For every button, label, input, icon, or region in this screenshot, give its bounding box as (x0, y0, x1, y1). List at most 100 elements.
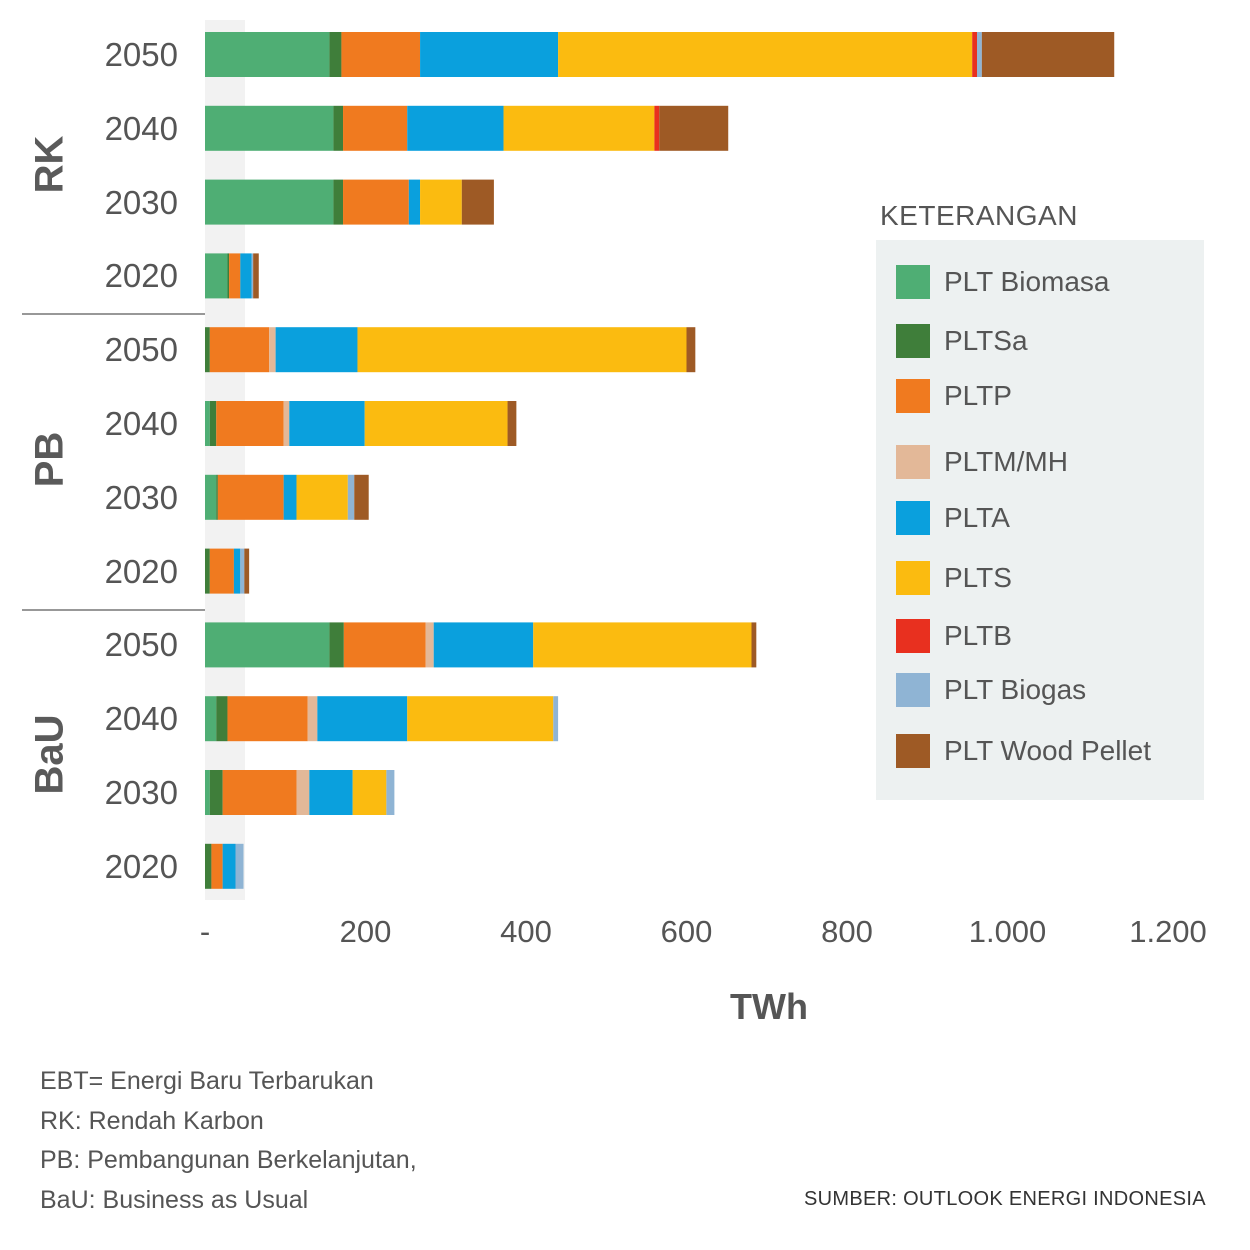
legend-swatch (896, 561, 930, 595)
year-label-bau-2050: 2050 (104, 626, 178, 664)
bar-segment-bau-2050-plt-wood-pellet (751, 622, 757, 668)
bar-segment-pb-2020-plt-biogas (240, 548, 245, 594)
legend-label: PLTB (944, 620, 1012, 651)
bar-segment-pb-2030-plts (296, 474, 348, 520)
legend-label: PLT Wood Pellet (944, 735, 1152, 766)
legend-swatch (896, 379, 930, 413)
bar-segment-rk-2050-pltb (972, 32, 978, 77)
bar-segment-rk-2050-plt-biogas (977, 32, 982, 77)
bar-segment-rk-2050-pltsa (329, 32, 342, 77)
legend-label: PLTS (944, 562, 1012, 593)
year-label-pb-2040: 2040 (104, 405, 178, 442)
x-tick-label: 200 (339, 914, 392, 949)
bar-segment-pb-2040-pltm-mh (283, 401, 290, 446)
bar-segment-rk-2050-plt-biomasa (205, 32, 330, 77)
note-bau: BaU: Business as Usual (40, 1185, 309, 1214)
bar-segment-bau-2050-pltsa (329, 622, 344, 668)
bar-segment-rk-2020-pltp (229, 253, 241, 299)
bar-segment-pb-2050-pltp (209, 327, 270, 373)
x-axis-title: TWh (730, 986, 808, 1027)
bar-segment-rk-2030-plt-wood-pellet (461, 179, 494, 225)
year-label-rk-2020: 2020 (104, 257, 178, 295)
bar-segment-pb-2050-pltsa (205, 327, 210, 373)
note-ebt: EBT= Energi Baru Terbarukan (40, 1067, 374, 1095)
legend-swatch (896, 265, 930, 299)
bar-segment-bau-2030-plt-biogas (386, 770, 395, 815)
bar-segment-pb-2050-plta (275, 327, 358, 373)
legend-label: PLTM/MH (944, 446, 1068, 477)
bar-segment-bau-2030-pltsa (209, 770, 223, 815)
bar-segment-rk-2030-plta (408, 179, 421, 225)
bar-segment-pb-2040-pltp (216, 401, 284, 446)
bar-segment-bau-2040-plta (317, 696, 408, 742)
bar-segment-rk-2020-plt-wood-pellet (253, 253, 259, 299)
bar-segment-rk-2050-plts (558, 32, 973, 77)
bar-segment-rk-2040-plts (503, 105, 655, 151)
bar-segment-bau-2030-plts (352, 770, 387, 815)
bar-segment-rk-2040-pltp (343, 105, 408, 151)
year-label-pb-2020: 2020 (104, 552, 178, 590)
x-tick-label: 800 (821, 914, 873, 949)
legend-swatch (896, 619, 930, 653)
bar-segment-pb-2020-pltp (209, 548, 234, 594)
bar-segment-bau-2050-pltp (343, 622, 426, 668)
zero-axis-shadow (205, 20, 245, 900)
legend-item: PLTA (896, 498, 1010, 538)
bar-segment-pb-2030-plt-biomasa (205, 474, 217, 520)
bar-segment-pb-2040-plta (289, 401, 365, 446)
bar-segment-rk-2040-pltb (654, 105, 660, 151)
legend-swatch (896, 501, 930, 535)
bar-segment-bau-2030-pltm-mh (296, 770, 310, 815)
bar-segment-rk-2020-plt-biogas (251, 253, 254, 299)
source-credit: SUMBER: OUTLOOK ENERGI INDONESIA (804, 1188, 1206, 1210)
year-label-bau-2020: 2020 (104, 847, 178, 885)
year-label-rk-2050: 2050 (104, 36, 178, 73)
note-rk: RK: Rendah Karbon (40, 1106, 264, 1135)
bar-segment-rk-2020-plt-biomasa (205, 253, 228, 299)
legend-swatch (896, 445, 930, 479)
year-label-pb-2030: 2030 (104, 478, 178, 516)
bar-segment-bau-2020-plt-biogas (235, 843, 244, 889)
legend-item: PLT Biogas (896, 670, 1086, 710)
bar-segment-pb-2020-pltsa (205, 548, 210, 594)
legend-swatch (896, 734, 930, 768)
legend-swatch (896, 324, 930, 358)
bar-segment-rk-2050-plt-wood-pellet (981, 32, 1115, 77)
group-label-pb: PB (27, 431, 72, 488)
bar-segment-bau-2030-pltp (222, 770, 297, 815)
legend-label: PLT Biogas (944, 674, 1087, 705)
legend-label: PLTP (944, 380, 1012, 411)
year-label-rk-2040: 2040 (104, 109, 178, 147)
bar-segment-pb-2020-plt-wood-pellet (244, 548, 250, 594)
notes: EBT= Energi Baru Terbarukan RK: Rendah K… (40, 1062, 417, 1220)
bar-segment-pb-2040-plt-biomasa (205, 401, 210, 446)
bar-segment-bau-2020-pltsa (205, 843, 212, 889)
year-label-pb-2050: 2050 (104, 331, 178, 369)
legend-label: PLTA (944, 502, 1010, 533)
bar-segment-rk-2030-plt-biomasa (205, 179, 334, 225)
bar-segment-pb-2030-plt-wood-pellet (354, 474, 369, 520)
legend: PLT Biomasa PLTSa PLTP PLTM/MH PLTA PLTS PLTB P… (876, 240, 1204, 800)
bar-segment-pb-2020-plta (233, 548, 241, 594)
legend-label: PLT Biomasa (944, 266, 1110, 297)
legend-item: PLT Biomasa (896, 262, 1109, 302)
year-label-rk-2030: 2030 (104, 183, 178, 221)
note-pb: PB: Pembangunan Berkelanjutan, (40, 1146, 417, 1174)
bar-segment-bau-2040-plt-biogas (553, 696, 559, 742)
bar-segment-rk-2020-pltsa (227, 253, 230, 299)
x-tick-label: - (199, 914, 211, 949)
bar-segment-pb-2040-plt-wood-pellet (507, 401, 517, 446)
legend-title: KETERANGAN (880, 200, 1078, 231)
bar-segment-rk-2040-plta (407, 105, 504, 151)
group-label-rk: RK (27, 135, 72, 193)
legend-label: PLTSa (944, 325, 1028, 356)
bar-segment-bau-2050-plts (533, 622, 752, 668)
bar-segment-bau-2050-plt-biomasa (205, 622, 330, 668)
bar-segment-bau-2040-plt-biomasa (205, 696, 217, 742)
legend-item: PLTB (896, 616, 1012, 656)
bar-segment-pb-2030-plta (283, 474, 297, 520)
legend-item: PLTM/MH (896, 442, 1068, 482)
bar-segment-pb-2050-plt-wood-pellet (686, 327, 696, 373)
bar-segment-rk-2030-pltp (343, 179, 409, 225)
